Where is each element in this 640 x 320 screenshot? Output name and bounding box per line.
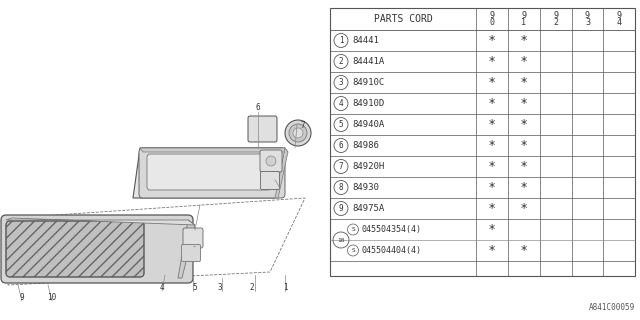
- Text: 2: 2: [250, 284, 254, 292]
- FancyBboxPatch shape: [6, 221, 144, 277]
- Ellipse shape: [266, 156, 276, 166]
- Circle shape: [334, 139, 348, 153]
- Text: 9
3: 9 3: [585, 11, 590, 28]
- Text: *: *: [521, 139, 527, 152]
- Polygon shape: [178, 220, 195, 278]
- Text: 7: 7: [339, 162, 343, 171]
- Polygon shape: [133, 148, 285, 198]
- Text: *: *: [489, 76, 495, 89]
- Circle shape: [334, 159, 348, 173]
- Text: *: *: [521, 55, 527, 68]
- Text: 7: 7: [301, 121, 305, 130]
- Text: *: *: [489, 223, 495, 236]
- Polygon shape: [5, 218, 190, 280]
- Text: *: *: [521, 97, 527, 110]
- Text: 9
4: 9 4: [617, 11, 621, 28]
- FancyBboxPatch shape: [147, 154, 271, 190]
- Polygon shape: [140, 148, 288, 152]
- Text: *: *: [489, 118, 495, 131]
- Circle shape: [334, 117, 348, 132]
- Text: 1: 1: [283, 284, 287, 292]
- Text: 9
2: 9 2: [553, 11, 558, 28]
- Text: 045504354(4): 045504354(4): [361, 225, 421, 234]
- Text: 5: 5: [193, 284, 197, 292]
- Circle shape: [334, 34, 348, 47]
- Circle shape: [333, 232, 349, 248]
- Text: PARTS CORD: PARTS CORD: [374, 14, 433, 24]
- FancyBboxPatch shape: [1, 215, 193, 283]
- Text: *: *: [489, 139, 495, 152]
- FancyBboxPatch shape: [182, 244, 200, 261]
- Text: 84975A: 84975A: [352, 204, 384, 213]
- FancyBboxPatch shape: [260, 172, 280, 189]
- Text: 9: 9: [339, 204, 343, 213]
- Text: 3: 3: [339, 78, 343, 87]
- Text: *: *: [489, 202, 495, 215]
- Circle shape: [334, 76, 348, 90]
- Text: 9
0: 9 0: [490, 11, 495, 28]
- Text: 84986: 84986: [352, 141, 379, 150]
- Text: 84930: 84930: [352, 183, 379, 192]
- Text: *: *: [521, 181, 527, 194]
- Text: 6: 6: [339, 141, 343, 150]
- Text: 84441: 84441: [352, 36, 379, 45]
- FancyBboxPatch shape: [248, 116, 277, 142]
- Text: S: S: [351, 227, 355, 232]
- Text: 9: 9: [20, 293, 24, 302]
- Text: 10: 10: [47, 293, 56, 302]
- Polygon shape: [6, 218, 195, 225]
- Text: 84441A: 84441A: [352, 57, 384, 66]
- Text: 84920H: 84920H: [352, 162, 384, 171]
- Text: 84910C: 84910C: [352, 78, 384, 87]
- Text: 4: 4: [339, 99, 343, 108]
- Text: *: *: [521, 118, 527, 131]
- Circle shape: [334, 202, 348, 215]
- Ellipse shape: [285, 120, 311, 146]
- Circle shape: [334, 54, 348, 68]
- Text: 84910D: 84910D: [352, 99, 384, 108]
- Polygon shape: [275, 148, 288, 198]
- FancyBboxPatch shape: [260, 150, 282, 172]
- Text: S: S: [351, 248, 355, 253]
- Ellipse shape: [289, 124, 307, 142]
- Text: *: *: [489, 34, 495, 47]
- Circle shape: [334, 97, 348, 110]
- Text: 4: 4: [160, 284, 164, 292]
- Circle shape: [334, 180, 348, 195]
- Text: 84940A: 84940A: [352, 120, 384, 129]
- Circle shape: [348, 224, 358, 235]
- FancyBboxPatch shape: [139, 148, 285, 198]
- Text: *: *: [489, 181, 495, 194]
- Text: *: *: [489, 55, 495, 68]
- Text: *: *: [521, 202, 527, 215]
- Text: *: *: [521, 160, 527, 173]
- Text: 6: 6: [256, 102, 260, 111]
- Ellipse shape: [293, 128, 303, 138]
- Text: *: *: [489, 244, 495, 257]
- Text: 5: 5: [339, 120, 343, 129]
- Text: *: *: [521, 244, 527, 257]
- Text: A841C00059: A841C00059: [589, 303, 635, 312]
- Text: 8: 8: [339, 183, 343, 192]
- FancyBboxPatch shape: [183, 228, 203, 248]
- Text: 9
1: 9 1: [522, 11, 527, 28]
- Text: 10: 10: [337, 237, 345, 243]
- Text: *: *: [489, 97, 495, 110]
- Text: *: *: [521, 76, 527, 89]
- Text: 1: 1: [339, 36, 343, 45]
- Circle shape: [348, 245, 358, 256]
- Text: 2: 2: [339, 57, 343, 66]
- Text: 3: 3: [218, 284, 222, 292]
- Text: 045504404(4): 045504404(4): [361, 246, 421, 255]
- Text: *: *: [489, 160, 495, 173]
- Text: *: *: [521, 34, 527, 47]
